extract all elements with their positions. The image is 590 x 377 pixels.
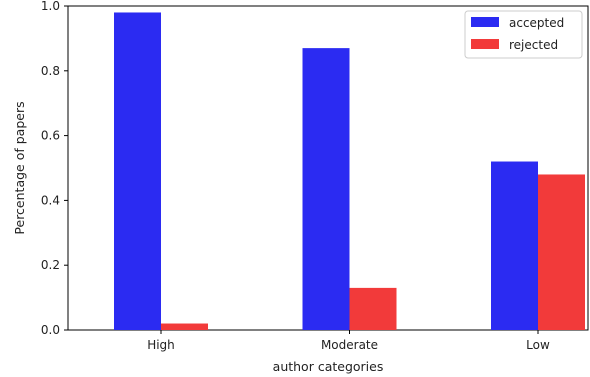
y-tick-label: 0.2 <box>41 258 60 272</box>
legend-swatch-rejected <box>471 39 499 49</box>
bars <box>114 12 585 331</box>
bar-rejected-moderate <box>349 287 397 330</box>
x-axis: High Moderate Low <box>147 330 550 352</box>
legend-label-rejected: rejected <box>509 38 558 52</box>
bar-accepted-low <box>491 161 538 330</box>
y-axis: 0.0 0.2 0.4 0.6 0.8 1.0 <box>41 0 68 337</box>
x-tick-label: Low <box>526 338 550 352</box>
bar-accepted-moderate <box>302 48 350 331</box>
y-tick-label: 0.0 <box>41 323 60 337</box>
legend-swatch-accepted <box>471 17 499 27</box>
plot-area: 0.0 0.2 0.4 0.6 0.8 1.0 High Moderate Low <box>41 0 589 352</box>
x-axis-label: author categories <box>273 359 384 374</box>
y-axis-label: Percentage of papers <box>12 101 27 234</box>
x-tick-label: Moderate <box>321 338 378 352</box>
bar-rejected-high <box>161 323 208 330</box>
legend-label-accepted: accepted <box>509 16 564 30</box>
y-tick-label: 0.4 <box>41 193 60 207</box>
legend: accepted rejected <box>464 10 583 59</box>
bar-accepted-high <box>114 12 161 330</box>
bar-rejected-low <box>538 174 585 330</box>
y-tick-label: 0.6 <box>41 129 60 143</box>
x-tick-label: High <box>147 338 175 352</box>
y-tick-label: 1.0 <box>41 0 60 13</box>
y-tick-label: 0.8 <box>41 64 60 78</box>
